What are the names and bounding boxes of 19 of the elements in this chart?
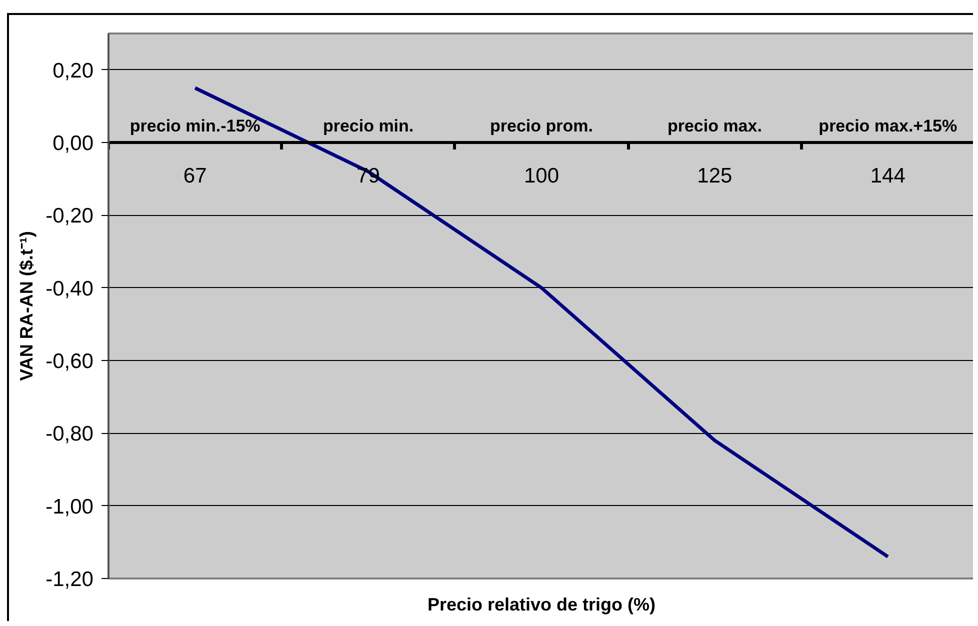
y-axis-title: VAN RA-AN ($.t⁻¹) (16, 231, 37, 381)
annotation: precio max.+15% (818, 116, 958, 136)
y-tick-label: -0,40 (46, 277, 94, 300)
annotation: precio max. (667, 116, 762, 136)
y-tick-label: -0,80 (46, 422, 94, 446)
y-tick-label: -1,20 (46, 568, 94, 591)
y-tick-label: 0,20 (52, 59, 94, 82)
x-tick-label: 100 (524, 164, 560, 188)
annotation: precio min. (322, 116, 414, 136)
annotation: precio min.-15% (130, 116, 260, 136)
y-tick-label: -0,20 (46, 204, 94, 228)
x-tick-label: 125 (697, 164, 732, 188)
y-tick-label: 0,00 (52, 132, 94, 155)
y-tick-label: -0,60 (46, 350, 94, 373)
annotation: precio prom. (490, 116, 593, 136)
y-tick-label: -1,00 (46, 495, 94, 518)
x-tick-label: 67 (183, 164, 207, 188)
x-axis-title: Precio relativo de trigo (%) (427, 594, 656, 614)
x-tick-label: 144 (870, 164, 906, 188)
